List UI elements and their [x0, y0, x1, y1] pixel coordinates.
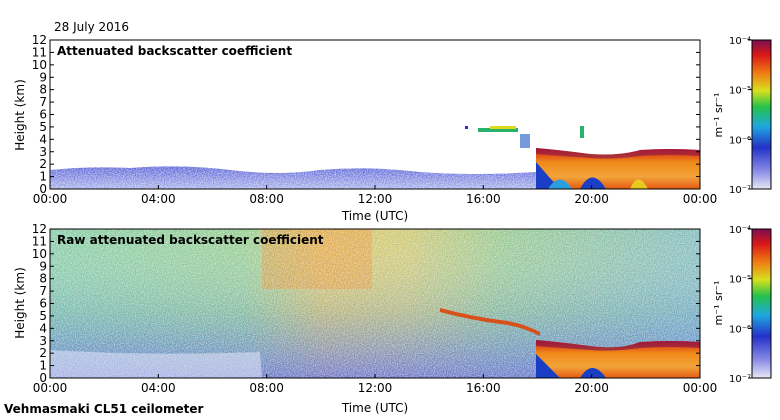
- y-tick-label: 3: [39, 334, 47, 348]
- panel-attenuated: Attenuated backscatter coefficient 01234…: [13, 33, 772, 223]
- colorbar-ticks-raw: 10⁻⁴ 10⁻⁵ 10⁻⁶ 10⁻⁷: [729, 225, 752, 385]
- y-tick-label: 5: [39, 309, 47, 323]
- colorbar-tick-label: 10⁻⁶: [729, 324, 751, 335]
- colorbar-ticks-attenuated: 10⁻⁴ 10⁻⁵ 10⁻⁶ 10⁻⁷: [729, 36, 752, 196]
- colorbar-attenuated: [751, 39, 772, 190]
- heatmap-attenuated: [50, 126, 700, 189]
- y-tick-label: 6: [39, 297, 47, 311]
- y-tick-label: 3: [39, 145, 47, 159]
- colorbar-raw: [751, 228, 772, 379]
- y-tick-label: 10: [32, 247, 47, 261]
- colorbar-tick-label: 10⁻⁴: [729, 36, 751, 47]
- x-tick-label: 00:00: [33, 381, 68, 395]
- y-tick-label: 0: [39, 182, 47, 196]
- y-tick-label: 6: [39, 108, 47, 122]
- colorbar-tick-label: 10⁻⁴: [729, 225, 751, 236]
- x-axis-attenuated: 00:00 04:00 08:00 12:00 16:00 20:00 00:00: [33, 185, 718, 206]
- y-tick-label: 1: [39, 170, 47, 184]
- colorbar-tick-label: 10⁻⁷: [729, 374, 751, 385]
- colorbar-tick-label: 10⁻⁵: [729, 275, 751, 286]
- x-tick-label: 16:00: [466, 192, 501, 206]
- y-tick-label: 9: [39, 70, 47, 84]
- y-tick-label: 11: [32, 234, 47, 248]
- colorbar-tick-label: 10⁻⁶: [729, 135, 751, 146]
- heatmap-raw: [50, 229, 700, 378]
- x-tick-label: 20:00: [574, 381, 609, 395]
- y-tick-label: 5: [39, 120, 47, 134]
- x-axis-label-attenuated: Time (UTC): [341, 209, 408, 223]
- x-tick-label: 00:00: [683, 381, 718, 395]
- y-tick-label: 9: [39, 259, 47, 273]
- y-tick-label: 8: [39, 272, 47, 286]
- x-tick-label: 16:00: [466, 381, 501, 395]
- x-tick-label: 20:00: [574, 192, 609, 206]
- y-tick-label: 7: [39, 284, 47, 298]
- x-tick-label: 00:00: [33, 192, 68, 206]
- chart-date: 28 July 2016: [54, 20, 130, 34]
- y-tick-label: 11: [32, 45, 47, 59]
- y-tick-label: 0: [39, 371, 47, 385]
- instrument-label: Vehmasmaki CL51 ceilometer: [4, 402, 204, 416]
- x-axis-raw: 00:00 04:00 08:00 12:00 16:00 20:00 00:00: [33, 374, 718, 395]
- colorbar-unit-attenuated: m⁻¹ sr⁻¹: [712, 93, 725, 138]
- y-axis-label-raw: Height (km): [13, 267, 27, 338]
- x-tick-label: 04:00: [141, 381, 176, 395]
- y-tick-label: 12: [32, 222, 47, 236]
- x-tick-label: 04:00: [141, 192, 176, 206]
- y-tick-label: 2: [39, 346, 47, 360]
- colorbar-tick-label: 10⁻⁷: [729, 185, 751, 196]
- y-tick-label: 4: [39, 132, 47, 146]
- y-tick-label: 12: [32, 33, 47, 47]
- y-tick-label: 8: [39, 83, 47, 97]
- colorbar-tick-label: 10⁻⁵: [729, 86, 751, 97]
- y-tick-label: 7: [39, 95, 47, 109]
- x-tick-label: 12:00: [358, 381, 393, 395]
- x-tick-label: 08:00: [249, 192, 284, 206]
- panel-title-raw: Raw attenuated backscatter coefficient: [57, 233, 324, 247]
- y-tick-label: 1: [39, 359, 47, 373]
- y-tick-label: 4: [39, 321, 47, 335]
- y-tick-label: 2: [39, 157, 47, 171]
- y-axis-label-attenuated: Height (km): [13, 79, 27, 150]
- panel-title-attenuated: Attenuated backscatter coefficient: [57, 44, 292, 58]
- y-tick-label: 10: [32, 58, 47, 72]
- x-tick-label: 12:00: [358, 192, 393, 206]
- x-tick-label: 00:00: [683, 192, 718, 206]
- panel-raw: Raw attenuated backscatter coefficient 0…: [13, 222, 772, 415]
- x-tick-label: 08:00: [249, 381, 284, 395]
- x-axis-label-raw: Time (UTC): [341, 401, 408, 415]
- colorbar-unit-raw: m⁻¹ sr⁻¹: [712, 281, 725, 326]
